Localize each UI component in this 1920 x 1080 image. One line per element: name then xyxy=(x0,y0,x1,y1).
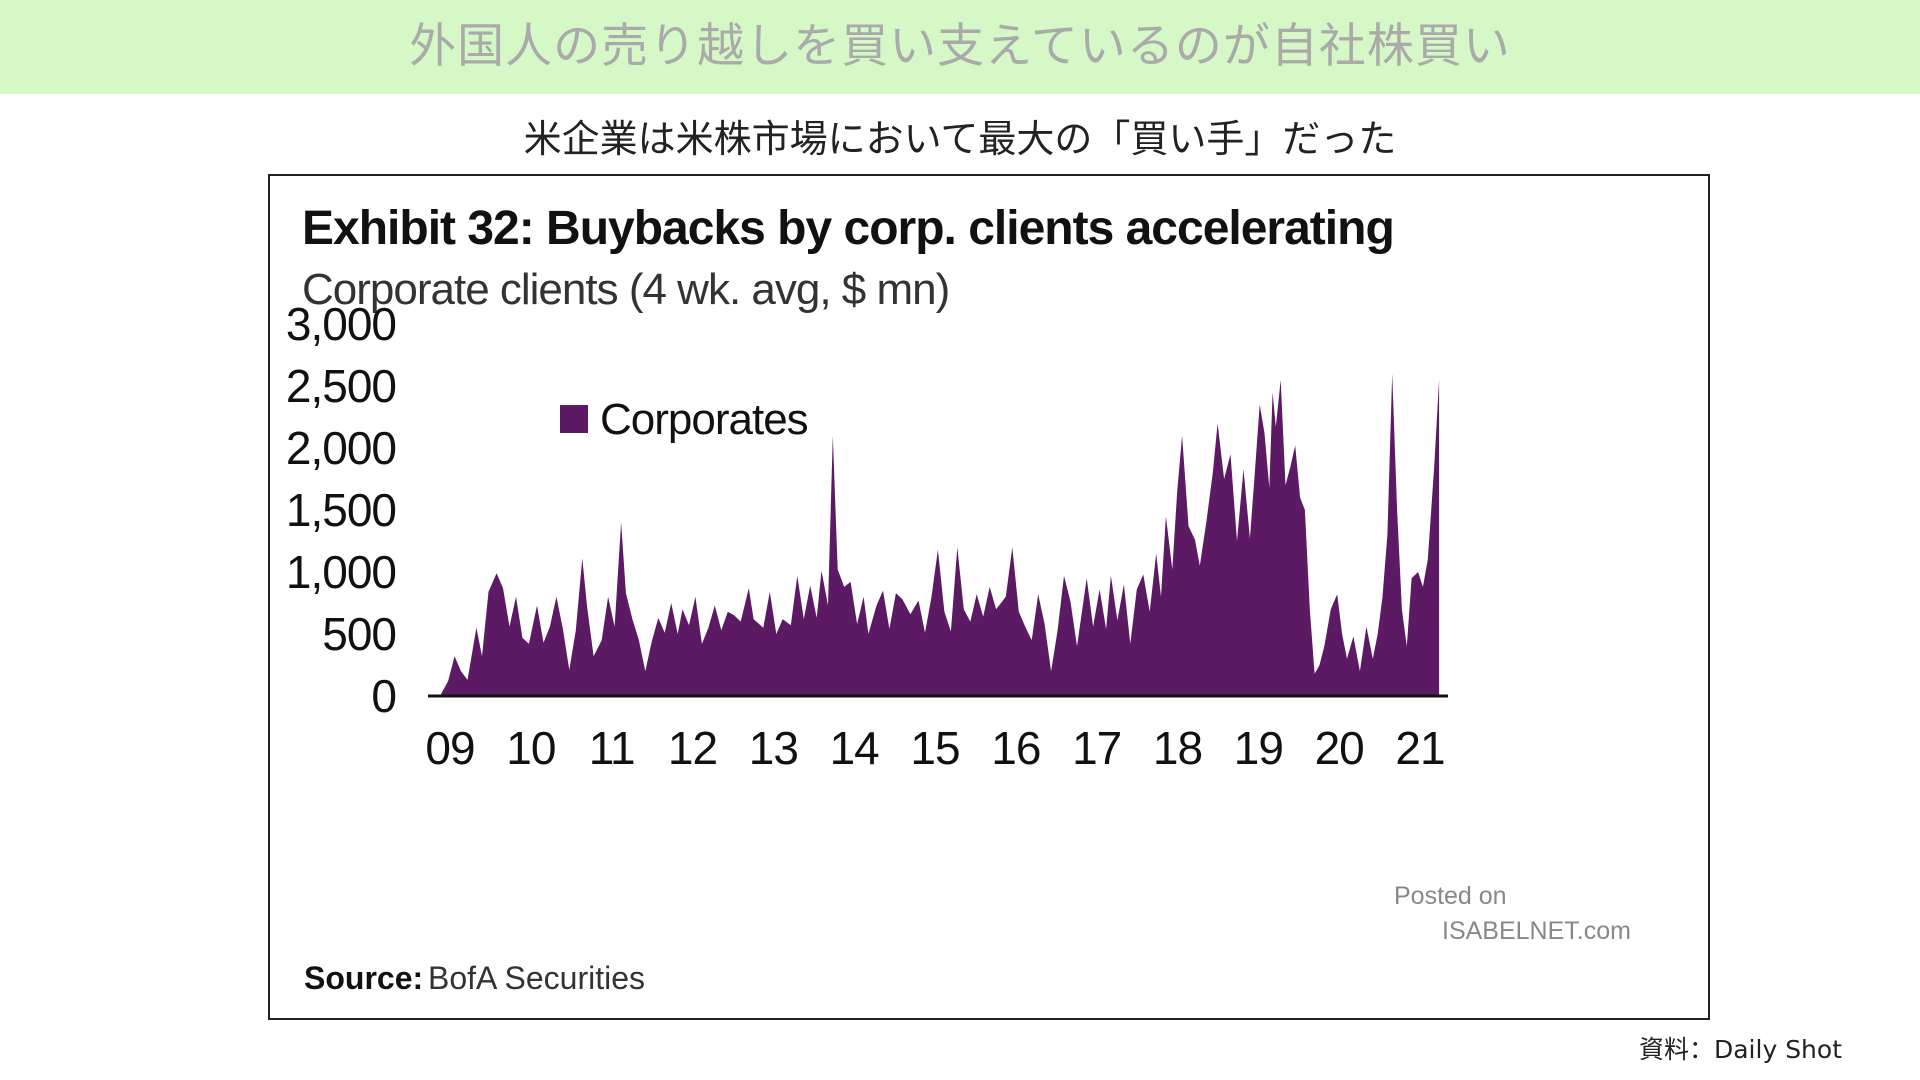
x-tick-label: 11 xyxy=(589,722,635,774)
watermark-line1: Posted on xyxy=(1394,882,1507,910)
plot-area: 3,000 2,500 2,000 1,500 1,000 500 0 09 10 11 12 13 1… xyxy=(286,298,1448,774)
x-tick-label: 18 xyxy=(1153,722,1202,774)
x-tick-label: 16 xyxy=(991,722,1040,774)
legend: Corporates xyxy=(560,395,809,444)
y-tick-label: 2,500 xyxy=(286,360,396,412)
y-tick-label: 1,000 xyxy=(286,546,396,598)
x-tick-label: 14 xyxy=(830,722,880,774)
x-tick-label: 19 xyxy=(1234,722,1283,774)
y-tick-label: 1,500 xyxy=(286,484,396,536)
y-tick-label: 500 xyxy=(322,608,396,660)
series-area-0 xyxy=(440,373,1440,696)
x-tick-label: 13 xyxy=(749,722,798,774)
source-label: Source: xyxy=(304,960,423,996)
source-footnote: 資料：Daily Shot xyxy=(1638,1035,1842,1064)
x-tick-label: 20 xyxy=(1315,722,1364,774)
x-tick-label: 17 xyxy=(1072,722,1121,774)
y-tick-label: 0 xyxy=(371,670,396,722)
legend-swatch xyxy=(560,405,588,433)
y-tick-label: 2,000 xyxy=(286,422,396,474)
chart-title: Exhibit 32: Buybacks by corp. clients ac… xyxy=(302,202,1394,255)
chart-subtitle: Corporate clients (4 wk. avg, $ mn) xyxy=(302,265,949,314)
page-subtitle: 米企業は米株市場において最大の「買い手」だった xyxy=(523,117,1397,161)
chart-frame: Exhibit 32: Buybacks by corp. clients ac… xyxy=(268,174,1710,1020)
x-tick-label: 10 xyxy=(506,722,555,774)
legend-label-corporates: Corporates xyxy=(600,395,808,444)
x-tick-label: 09 xyxy=(425,722,474,774)
x-tick-label: 15 xyxy=(910,722,959,774)
x-tick-label: 21 xyxy=(1395,722,1444,774)
x-tick-label: 12 xyxy=(668,722,717,774)
source-value: BofA Securities xyxy=(428,960,645,996)
chart-svg: Exhibit 32: Buybacks by corp. clients ac… xyxy=(286,202,1631,996)
page-title: 外国人の売り越しを買い支えているのが自社株買い xyxy=(409,19,1511,74)
title-banner: 外国人の売り越しを買い支えているのが自社株買い xyxy=(0,0,1920,94)
watermark-line2: ISABELNET.com xyxy=(1442,917,1631,945)
y-tick-label: 3,000 xyxy=(286,298,396,350)
